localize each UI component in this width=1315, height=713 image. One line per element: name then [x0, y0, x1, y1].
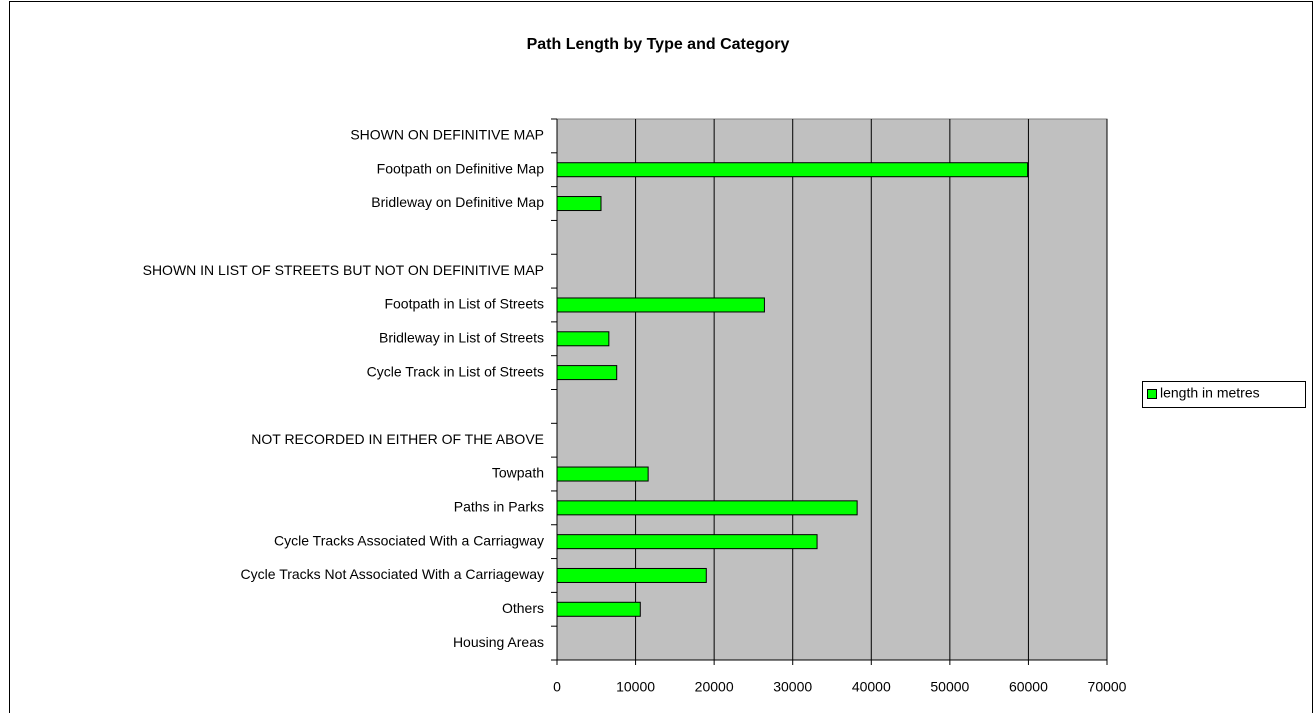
chart-title: Path Length by Type and Category: [527, 36, 790, 53]
y-tick-label: Bridleway on Definitive Map: [371, 194, 544, 210]
bar: [556, 466, 649, 482]
y-tick-label: Cycle Tracks Not Associated With a Carri…: [241, 566, 544, 582]
x-tick-label: 40000: [852, 679, 891, 695]
legend-swatch: [1147, 389, 1157, 399]
bar: [556, 534, 818, 550]
bar: [556, 196, 602, 212]
y-tick-label: Towpath: [492, 465, 544, 481]
y-tick-label: Bridleway in List of Streets: [379, 329, 544, 345]
y-tick-label: SHOWN IN LIST OF STREETS BUT NOT ON DEFI…: [143, 262, 544, 278]
x-tick-label: 50000: [930, 679, 969, 695]
bar: [556, 365, 618, 381]
x-tick-label: 30000: [773, 679, 812, 695]
bar: [556, 331, 610, 347]
y-tick-label: SHOWN ON DEFINITIVE MAP: [350, 127, 544, 143]
y-tick-label: Footpath on Definitive Map: [377, 160, 545, 176]
legend-box: [1142, 381, 1306, 408]
y-tick-label: Housing Areas: [453, 634, 544, 650]
bar: [556, 567, 707, 583]
x-tick-label: 70000: [1088, 679, 1127, 695]
x-tick-label: 60000: [1009, 679, 1048, 695]
y-tick-label: NOT RECORDED IN EITHER OF THE ABOVE: [251, 431, 544, 447]
y-tick-label: Cycle Tracks Associated With a Carriagwa…: [274, 532, 544, 548]
legend-label: length in metres: [1160, 385, 1260, 401]
x-tick-label: 20000: [695, 679, 734, 695]
x-tick-label: 10000: [616, 679, 655, 695]
bar: [556, 500, 858, 516]
y-tick-label: Cycle Track in List of Streets: [367, 363, 544, 379]
y-tick-label: Paths in Parks: [454, 499, 544, 515]
x-tick-label: 0: [553, 679, 561, 695]
bar: [556, 162, 1029, 178]
y-tick-label: Footpath in List of Streets: [384, 296, 544, 312]
y-tick-label: Others: [502, 600, 544, 616]
bar: [556, 297, 765, 313]
bar: [556, 601, 641, 617]
